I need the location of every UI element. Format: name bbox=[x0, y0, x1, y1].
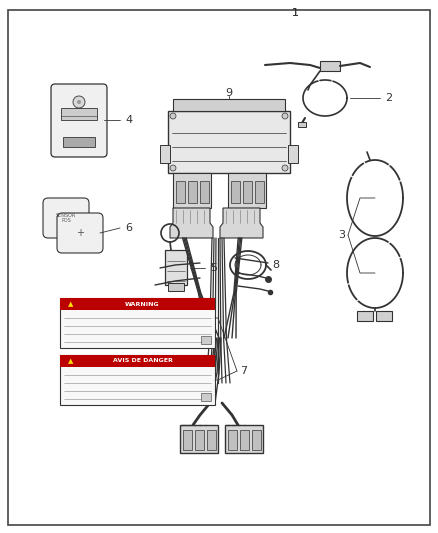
Text: 5: 5 bbox=[210, 263, 217, 273]
Text: WARNING: WARNING bbox=[125, 302, 160, 306]
Text: 2: 2 bbox=[385, 93, 392, 103]
Bar bbox=[298, 122, 306, 127]
Text: 7: 7 bbox=[240, 366, 247, 376]
Text: 3: 3 bbox=[338, 230, 345, 240]
Bar bbox=[252, 430, 261, 450]
Bar bbox=[228, 430, 237, 450]
Text: 6: 6 bbox=[125, 223, 132, 233]
Bar bbox=[173, 99, 285, 111]
Bar bbox=[165, 250, 187, 285]
Bar bbox=[357, 311, 373, 321]
Bar bbox=[183, 430, 192, 450]
Polygon shape bbox=[220, 208, 263, 238]
Text: +: + bbox=[76, 228, 84, 238]
Bar bbox=[240, 430, 249, 450]
FancyBboxPatch shape bbox=[51, 84, 107, 157]
Text: AVIS DE DANGER: AVIS DE DANGER bbox=[113, 359, 173, 364]
Bar bbox=[60, 355, 215, 367]
Bar bbox=[176, 181, 185, 203]
Text: 8: 8 bbox=[272, 260, 279, 270]
Bar bbox=[201, 336, 211, 344]
Bar bbox=[243, 181, 252, 203]
Bar bbox=[201, 393, 211, 401]
Text: ▲: ▲ bbox=[68, 301, 74, 307]
Bar bbox=[63, 137, 95, 147]
Bar bbox=[61, 108, 97, 120]
Bar bbox=[255, 181, 264, 203]
Text: 1: 1 bbox=[292, 8, 299, 18]
Text: 1: 1 bbox=[292, 8, 299, 18]
Bar bbox=[225, 425, 263, 453]
Circle shape bbox=[170, 113, 176, 119]
FancyBboxPatch shape bbox=[43, 198, 89, 238]
Bar bbox=[320, 61, 340, 71]
Bar bbox=[168, 111, 290, 173]
Bar bbox=[288, 145, 298, 163]
Bar bbox=[60, 355, 215, 405]
Bar bbox=[188, 181, 197, 203]
Text: 9: 9 bbox=[226, 88, 233, 98]
Text: 4: 4 bbox=[125, 115, 132, 125]
Circle shape bbox=[282, 165, 288, 171]
Bar bbox=[168, 283, 184, 291]
Bar bbox=[207, 430, 216, 450]
Circle shape bbox=[77, 100, 81, 104]
Bar bbox=[173, 173, 211, 208]
Text: ▲: ▲ bbox=[68, 358, 74, 364]
Bar bbox=[200, 181, 209, 203]
Circle shape bbox=[282, 113, 288, 119]
Bar bbox=[231, 181, 240, 203]
Text: SENSOR
POS: SENSOR POS bbox=[56, 213, 76, 223]
Circle shape bbox=[170, 165, 176, 171]
Bar bbox=[60, 298, 215, 310]
Bar bbox=[195, 430, 204, 450]
Bar bbox=[376, 311, 392, 321]
Bar bbox=[160, 145, 170, 163]
FancyBboxPatch shape bbox=[57, 213, 103, 253]
Bar bbox=[60, 298, 215, 348]
Polygon shape bbox=[170, 208, 213, 238]
Circle shape bbox=[73, 96, 85, 108]
Bar bbox=[228, 173, 266, 208]
Bar bbox=[180, 425, 218, 453]
